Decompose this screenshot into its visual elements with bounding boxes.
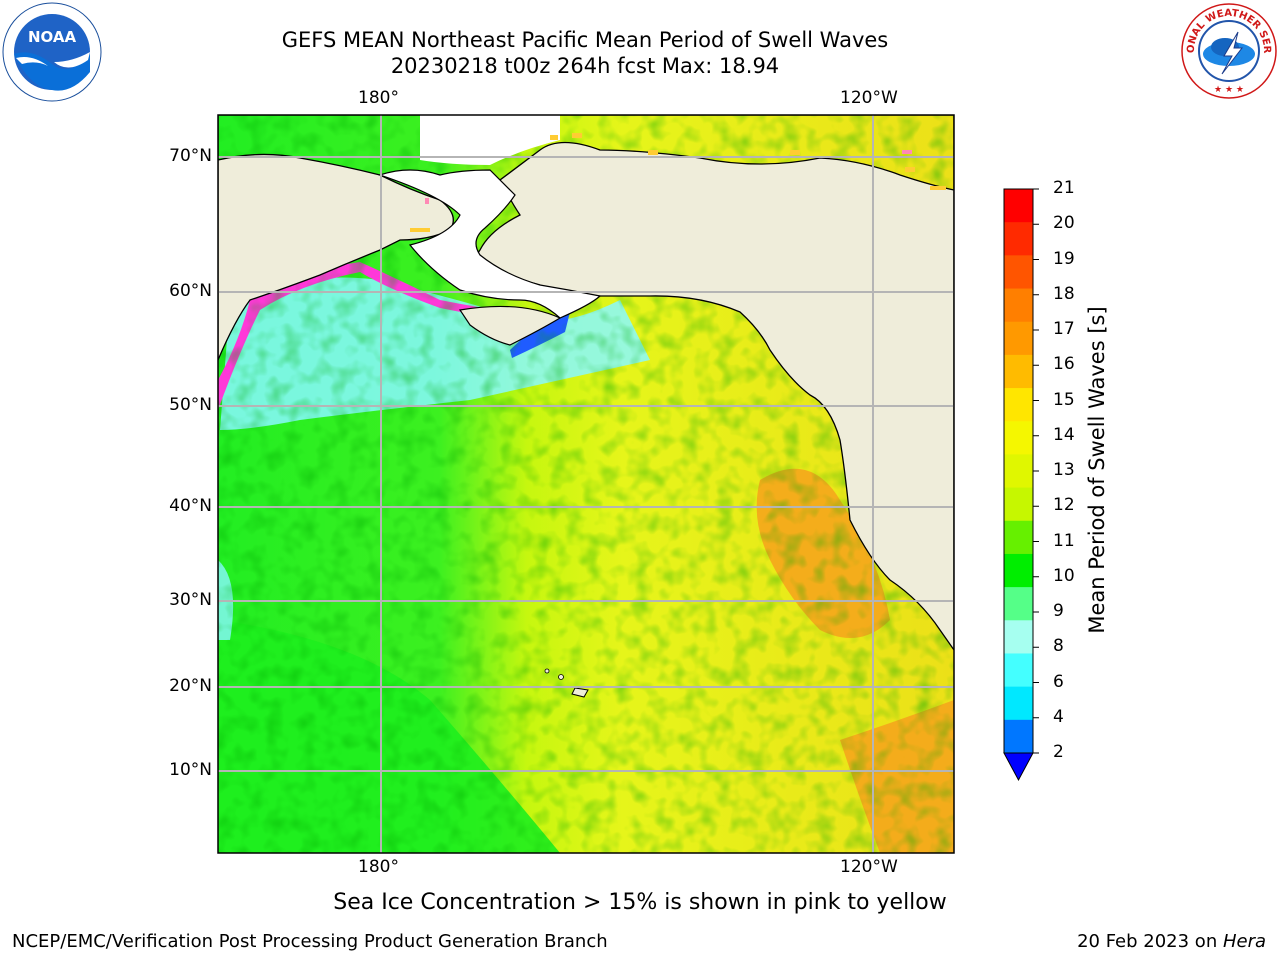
colorbar-segment <box>1004 388 1033 422</box>
colorbar-tick-label: 6 <box>1053 671 1064 692</box>
lon-label-bottom-120w: 120°W <box>840 857 898 877</box>
footer-host: Hera <box>1222 931 1266 952</box>
colorbar-tick-label: 9 <box>1053 601 1064 621</box>
footer-date: 20 Feb 2023 on <box>1077 931 1223 952</box>
lat-label-20n: 20°N <box>169 676 212 696</box>
lon-label-bottom-180: 180° <box>358 857 399 877</box>
colorbar-segment <box>1004 620 1033 654</box>
colorbar-tick-label: 16 <box>1053 354 1075 375</box>
map-title: GEFS MEAN Northeast Pacific Mean Period … <box>281 28 889 52</box>
colorbar-tick-label: 20 <box>1053 213 1075 234</box>
lat-label-30n: 30°N <box>169 590 212 610</box>
map-subtitle: 20230218 t00z 264h fcst Max: 18.94 <box>390 54 780 78</box>
colorbar-segment <box>1004 553 1033 588</box>
colorbar-segment <box>1004 719 1033 754</box>
colorbar-extend-arrow <box>1003 752 1034 782</box>
colorbar-tick-label: 17 <box>1053 319 1075 339</box>
colorbar-tick-label: 2 <box>1053 742 1064 762</box>
nws-logo: NATIONAL WEATHER SERVICE ★ ★ ★ <box>1180 2 1277 99</box>
colorbar-tick-label: 10 <box>1053 565 1075 586</box>
footer-left: NCEP/EMC/Verification Post Processing Pr… <box>12 931 608 952</box>
colorbar-segment <box>1004 587 1033 621</box>
footer-right: 20 Feb 2023 on Hera <box>1077 931 1266 952</box>
colorbar-tick-label: 13 <box>1053 460 1075 480</box>
colorbar-tick-label: 12 <box>1053 495 1075 516</box>
map-frame <box>217 114 955 854</box>
colorbar-tick-label: 19 <box>1053 248 1075 269</box>
colorbar-segment <box>1004 421 1033 455</box>
colorbar-segment <box>1004 255 1033 290</box>
colorbar-segment <box>1004 520 1033 555</box>
colorbar-tick-label: 15 <box>1053 389 1075 410</box>
colorbar-segment <box>1004 321 1033 356</box>
colorbar-segment <box>1004 189 1033 223</box>
lon-label-top-180: 180° <box>358 88 399 108</box>
lat-label-60n: 60°N <box>169 281 212 301</box>
noaa-logo: NOAA <box>2 2 102 102</box>
colorbar-tick-label: 18 <box>1053 283 1075 304</box>
colorbar-tick-label: 21 <box>1053 178 1075 198</box>
colorbar-segment <box>1004 354 1033 389</box>
noaa-logo-text: NOAA <box>28 28 77 46</box>
colorbar-segment <box>1004 487 1033 522</box>
lat-label-70n: 70°N <box>169 146 212 166</box>
colorbar-segment <box>1004 653 1033 688</box>
lat-label-10n: 10°N <box>169 760 212 780</box>
lat-label-40n: 40°N <box>169 496 212 516</box>
lat-label-50n: 50°N <box>169 395 212 415</box>
colorbar-segment <box>1004 288 1033 323</box>
colorbar-tick-label: 14 <box>1053 424 1075 445</box>
colorbar-segment <box>1004 686 1033 721</box>
colorbar-label: Mean Period of Swell Waves [s] <box>1085 306 1109 634</box>
colorbar-tick-label: 11 <box>1053 530 1075 551</box>
colorbar-segment <box>1004 454 1033 489</box>
graticule <box>218 115 954 853</box>
svg-text:★ ★ ★: ★ ★ ★ <box>1214 85 1244 95</box>
colorbar-tick-label: 8 <box>1053 636 1064 657</box>
colorbar-tick-label: 4 <box>1053 706 1064 727</box>
sea-ice-caption: Sea Ice Concentration > 15% is shown in … <box>333 890 947 915</box>
lon-label-top-120w: 120°W <box>840 88 898 108</box>
colorbar-segment <box>1004 222 1033 256</box>
